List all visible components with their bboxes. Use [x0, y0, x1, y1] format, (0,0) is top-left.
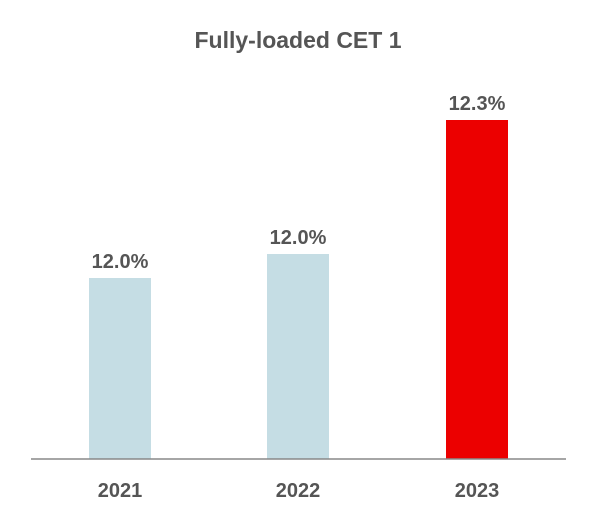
bar-2022 — [267, 254, 329, 459]
chart-title: Fully-loaded CET 1 — [194, 27, 402, 53]
data-label-2021: 12.0% — [92, 251, 149, 273]
x-tick-label-2021: 2021 — [98, 480, 143, 502]
bar-2023 — [446, 120, 508, 459]
data-label-2023: 12.3% — [449, 93, 506, 115]
bar-2021 — [89, 278, 151, 459]
x-tick-label-2022: 2022 — [276, 480, 321, 502]
data-label-2022: 12.0% — [270, 227, 327, 249]
x-tick-label-2023: 2023 — [455, 480, 500, 502]
